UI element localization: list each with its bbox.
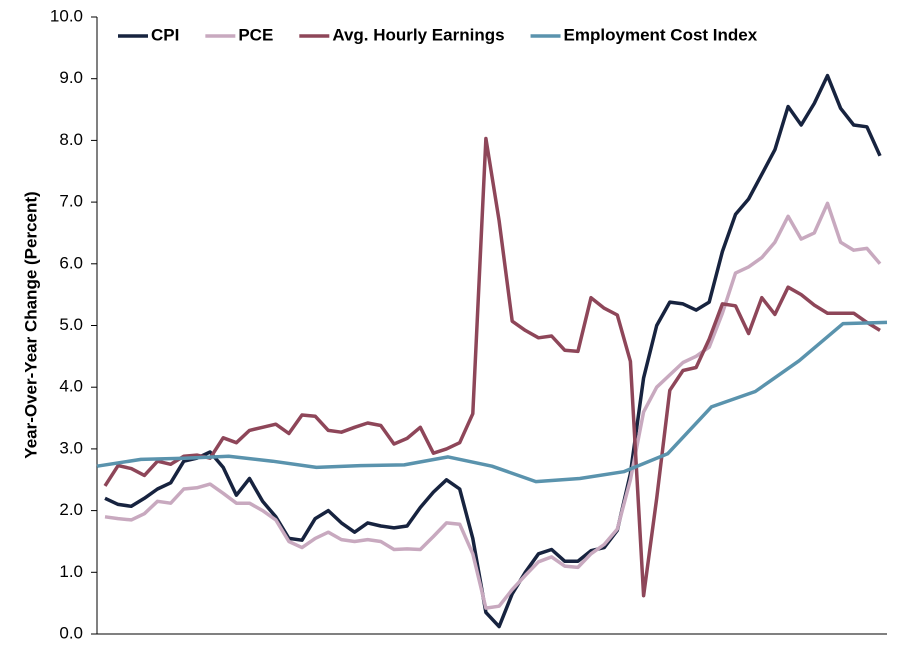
series-line [104, 73, 882, 629]
y-tick-label: 1.0 [59, 562, 83, 581]
y-tick-label: 5.0 [59, 315, 83, 334]
y-tick-label: 3.0 [59, 438, 83, 457]
legend-label: PCE [238, 25, 273, 44]
y-tick-label: 0.0 [59, 623, 83, 642]
y-axis-label: Year-Over-Year Change (Percent) [21, 191, 40, 458]
legend-label: Employment Cost Index [564, 25, 758, 44]
legend-label: CPI [151, 25, 179, 44]
y-tick-label: 9.0 [59, 68, 83, 87]
y-tick-label: 4.0 [59, 377, 83, 396]
series-line [103, 136, 881, 598]
series-line [104, 201, 882, 610]
y-tick-label: 10.0 [50, 6, 83, 25]
y-tick-label: 7.0 [59, 192, 83, 211]
legend-label: Avg. Hourly Earnings [332, 25, 504, 44]
series-line [96, 320, 888, 484]
y-tick-label: 6.0 [59, 253, 83, 272]
y-tick-label: 2.0 [59, 500, 83, 519]
y-tick-label: 8.0 [59, 130, 83, 149]
